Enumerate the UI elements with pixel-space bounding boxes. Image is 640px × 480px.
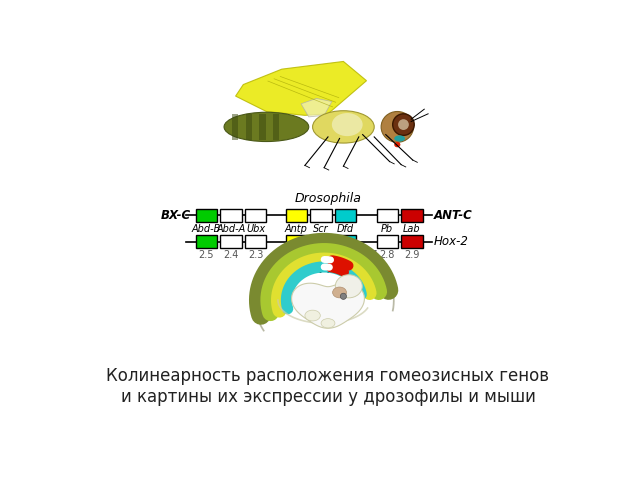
Ellipse shape [394, 142, 401, 147]
Text: Колинеарность расположения гомеозисных генов
и картины их экспрессии у дрозофилы: Колинеарность расположения гомеозисных г… [106, 367, 550, 406]
FancyBboxPatch shape [335, 209, 356, 222]
Text: 2.9: 2.9 [404, 250, 420, 260]
Ellipse shape [393, 114, 414, 135]
Ellipse shape [305, 310, 320, 321]
Text: Drosophila: Drosophila [294, 192, 362, 204]
FancyBboxPatch shape [310, 236, 332, 248]
Text: Abd-B: Abd-B [191, 224, 221, 234]
Ellipse shape [381, 111, 413, 142]
Text: Pb: Pb [381, 224, 394, 234]
Text: 2.4: 2.4 [223, 250, 239, 260]
FancyBboxPatch shape [220, 209, 242, 222]
FancyBboxPatch shape [246, 114, 252, 140]
FancyBboxPatch shape [196, 209, 217, 222]
Polygon shape [292, 283, 364, 328]
Text: 2.5: 2.5 [198, 250, 214, 260]
FancyBboxPatch shape [273, 114, 280, 140]
FancyBboxPatch shape [335, 236, 356, 248]
FancyBboxPatch shape [376, 209, 398, 222]
Ellipse shape [332, 113, 363, 136]
Ellipse shape [224, 112, 308, 142]
Ellipse shape [335, 275, 362, 298]
Ellipse shape [321, 319, 335, 328]
Text: 2.3: 2.3 [248, 250, 263, 260]
FancyBboxPatch shape [245, 236, 266, 248]
Ellipse shape [394, 135, 405, 142]
Text: 2.8: 2.8 [380, 250, 395, 260]
Text: эмбрион мыши: эмбрион мыши [265, 263, 368, 276]
Text: 2.1: 2.1 [314, 250, 329, 260]
FancyBboxPatch shape [196, 236, 217, 248]
FancyBboxPatch shape [220, 236, 242, 248]
Text: 2.6: 2.6 [338, 250, 353, 260]
FancyBboxPatch shape [245, 209, 266, 222]
Text: Scr: Scr [313, 224, 329, 234]
Text: BX-C: BX-C [161, 209, 191, 222]
FancyBboxPatch shape [401, 209, 422, 222]
Text: 2.2: 2.2 [289, 250, 304, 260]
Text: 2.7: 2.7 [363, 250, 378, 260]
Ellipse shape [312, 111, 374, 143]
FancyBboxPatch shape [285, 236, 307, 248]
Text: ANT-C: ANT-C [433, 209, 472, 222]
Ellipse shape [398, 119, 409, 130]
FancyBboxPatch shape [310, 209, 332, 222]
Text: Dfd: Dfd [337, 224, 355, 234]
FancyBboxPatch shape [376, 236, 398, 248]
Text: Antp: Antp [285, 224, 308, 234]
Text: Lab: Lab [403, 224, 420, 234]
Ellipse shape [340, 293, 346, 300]
Text: Abd-A: Abd-A [216, 224, 246, 234]
FancyBboxPatch shape [285, 209, 307, 222]
Text: Hox-2: Hox-2 [433, 235, 468, 248]
FancyBboxPatch shape [259, 114, 266, 140]
Polygon shape [301, 98, 332, 117]
Text: Ubx: Ubx [246, 224, 265, 234]
Polygon shape [236, 61, 367, 115]
Ellipse shape [333, 287, 346, 298]
FancyBboxPatch shape [401, 236, 422, 248]
FancyBboxPatch shape [232, 114, 238, 140]
